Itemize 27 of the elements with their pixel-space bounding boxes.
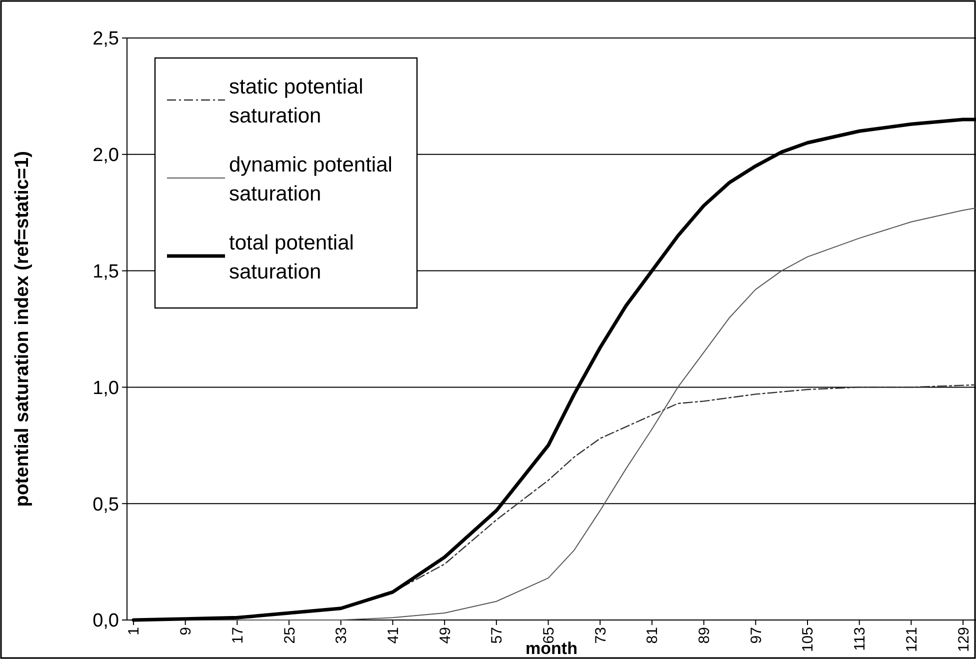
x-tick-label: 33 [333, 627, 350, 644]
legend-label: static potential saturation [229, 75, 364, 128]
x-tick-label: 73 [592, 627, 610, 644]
x-tick-label: 113 [852, 627, 869, 651]
x-tick-label: 17 [229, 627, 246, 644]
x-tick-label: 57 [488, 627, 506, 644]
x-tick-label: 49 [436, 627, 454, 644]
x-tick-label: 89 [696, 627, 714, 644]
y-tick-label: 1,0 [92, 378, 119, 399]
legend-label: total potential saturation [229, 231, 354, 284]
y-tick-label: 1,5 [92, 261, 119, 282]
x-tick-label: 81 [644, 627, 662, 644]
y-tick-label: 2,5 [92, 28, 119, 50]
y-tick-label: 2,0 [92, 145, 119, 166]
x-tick-label: 105 [800, 627, 817, 652]
y-axis-title: potential saturation index (ref=static=1) [12, 151, 33, 507]
y-tick-label: 0,0 [92, 610, 119, 632]
x-tick-label: 129 [955, 627, 972, 652]
x-tick-label: 41 [384, 627, 402, 644]
x-tick-label: 1 [126, 627, 143, 636]
x-tick-label: 97 [748, 627, 765, 644]
y-tick-label: 0,5 [92, 494, 119, 516]
x-tick-label: 9 [178, 627, 195, 636]
x-tick-label: 65 [540, 627, 558, 644]
x-tick-label: 121 [903, 627, 920, 652]
x-tick-label: 25 [281, 627, 298, 644]
legend-label: dynamic potential saturation [229, 153, 392, 206]
